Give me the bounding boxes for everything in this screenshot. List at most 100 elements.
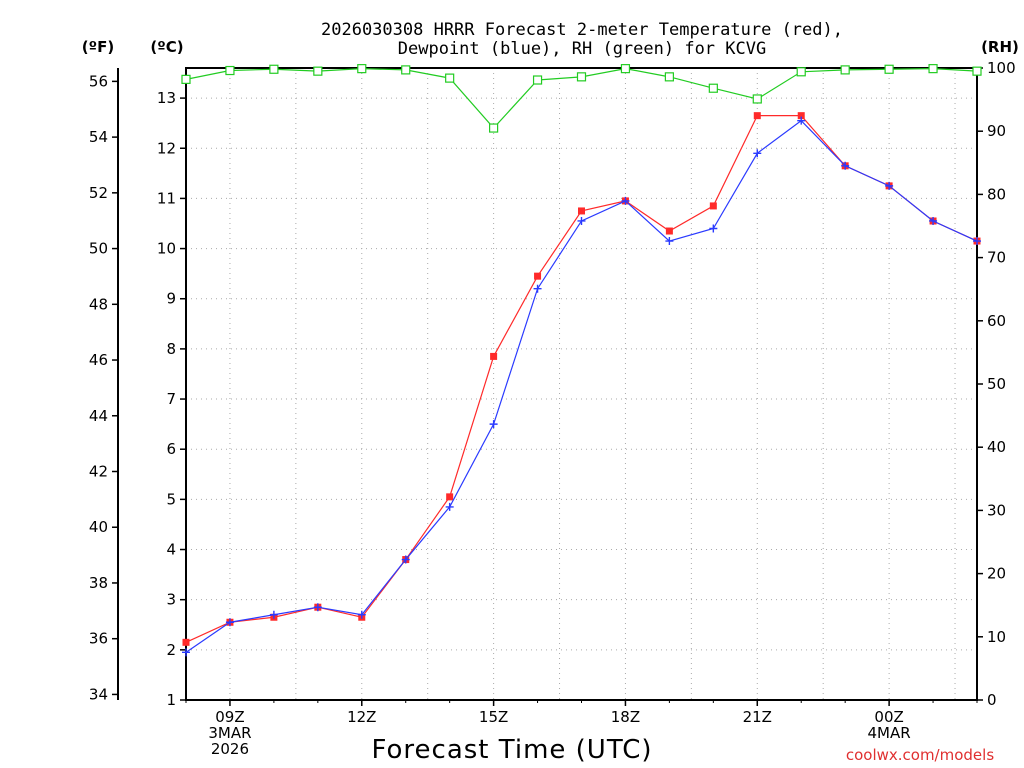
fahrenheit-tick-label: 44 (89, 407, 108, 425)
rh-tick-label: 70 (987, 249, 1006, 267)
x-axis-title: Forecast Time (UTC) (371, 735, 652, 765)
fahrenheit-tick-label: 56 (89, 72, 108, 90)
x-tick-label: 4MAR (868, 724, 911, 742)
x-tick-label: 2026 (211, 740, 249, 758)
rh-point (313, 66, 323, 76)
rh-point (884, 64, 894, 74)
rh-tick-label: 60 (987, 312, 1006, 330)
plot-frame (185, 67, 978, 701)
temperature-point (578, 207, 585, 215)
rh-tick-label: 10 (987, 628, 1006, 646)
fahrenheit-tick-label: 54 (89, 128, 108, 146)
rh-tick-label: 0 (987, 691, 997, 709)
x-tick-label: 21Z (743, 708, 772, 726)
dewpoint-point (665, 237, 674, 246)
rh-point (532, 75, 543, 85)
dewpoint-point (709, 224, 718, 233)
x-tick-label: 12Z (347, 708, 376, 726)
fahrenheit-tick-label: 36 (89, 630, 108, 648)
rh-point (357, 64, 367, 74)
temperature-point (534, 272, 542, 280)
rh-point (269, 64, 279, 74)
gridlines (186, 68, 977, 701)
fahrenheit-tick-label: 40 (89, 518, 108, 536)
fahrenheit-axis-label: (ºF) (82, 38, 114, 56)
temperature-line (185, 115, 978, 643)
temperature-point (182, 638, 190, 646)
rh-tick-label: 80 (987, 185, 1006, 203)
axes: 3436384042444648505254561234567891011121… (89, 59, 1016, 758)
rh-tick-label: 40 (987, 438, 1006, 456)
rh-point (620, 64, 631, 74)
x-tick-label: 15Z (479, 708, 508, 726)
rh-point (445, 73, 455, 83)
celsius-tick-label: 2 (166, 641, 176, 659)
rh-tick-label: 50 (987, 375, 1006, 393)
celsius-tick-label: 11 (157, 189, 176, 207)
dewpoint-point (182, 648, 190, 657)
data-series (181, 64, 982, 657)
fahrenheit-tick-label: 52 (89, 184, 108, 202)
rh-point (181, 74, 191, 84)
temperature-point (797, 112, 805, 120)
celsius-axis-label: (ºC) (150, 38, 183, 56)
rh-point (928, 64, 938, 74)
dewpoint-point (885, 181, 894, 190)
rh-point (796, 67, 806, 77)
dewpoint-point (577, 216, 586, 225)
fahrenheit-tick-label: 34 (89, 685, 108, 703)
celsius-tick-label: 3 (166, 591, 176, 609)
celsius-tick-label: 6 (166, 440, 176, 458)
rh-point (752, 94, 762, 104)
dewpoint-point (797, 116, 806, 125)
celsius-tick-label: 4 (166, 541, 176, 559)
dewpoint-point (929, 216, 938, 225)
rh-point (401, 65, 411, 75)
temperature-point (446, 493, 454, 501)
rh-point (664, 72, 674, 82)
source-credit: coolwx.com/models (846, 746, 994, 764)
dewpoint-point (841, 161, 850, 170)
fahrenheit-tick-label: 48 (89, 295, 108, 313)
temperature-point (490, 352, 498, 360)
temperature-point (753, 112, 761, 120)
celsius-tick-label: 13 (157, 89, 176, 107)
dewpoint-point (269, 610, 278, 619)
dewpoint-line (185, 119, 978, 653)
temperature-point (665, 227, 673, 235)
dewpoint-point (621, 196, 630, 205)
rh-axis-label: (RH) (981, 38, 1019, 56)
dewpoint-point (489, 420, 498, 429)
dewpoint-point (973, 237, 981, 246)
rh-point (840, 65, 850, 75)
dewpoint-point (445, 502, 454, 511)
x-tick-label: 09Z (215, 708, 244, 726)
celsius-tick-label: 1 (166, 691, 176, 709)
celsius-tick-label: 10 (157, 240, 176, 258)
rh-point (576, 72, 587, 82)
x-tick-label: 00Z (874, 708, 903, 726)
fahrenheit-tick-label: 46 (89, 351, 108, 369)
fahrenheit-tick-label: 42 (89, 462, 108, 480)
dewpoint-point (401, 555, 410, 564)
celsius-tick-label: 7 (166, 390, 176, 408)
celsius-tick-label: 8 (166, 340, 176, 358)
dewpoint-point (753, 149, 762, 158)
rh-point (972, 66, 982, 76)
fahrenheit-tick-label: 50 (89, 240, 108, 258)
rh-point (708, 83, 718, 93)
rh-point (489, 123, 499, 133)
celsius-tick-label: 5 (166, 490, 176, 508)
rh-tick-label: 30 (987, 501, 1006, 519)
x-tick-label: 18Z (611, 708, 640, 726)
dewpoint-point (357, 610, 366, 619)
temperature-point (709, 202, 717, 210)
celsius-tick-label: 12 (157, 139, 176, 157)
rh-tick-label: 90 (987, 122, 1006, 140)
fahrenheit-tick-label: 38 (89, 574, 108, 592)
rh-tick-label: 20 (987, 565, 1006, 583)
x-tick-label: 3MAR (208, 724, 251, 742)
chart-title-line-2: Dewpoint (blue), RH (green) for KCVG (398, 39, 766, 59)
chart-title-line-1: 2026030308 HRRR Forecast 2-meter Tempera… (321, 20, 843, 40)
